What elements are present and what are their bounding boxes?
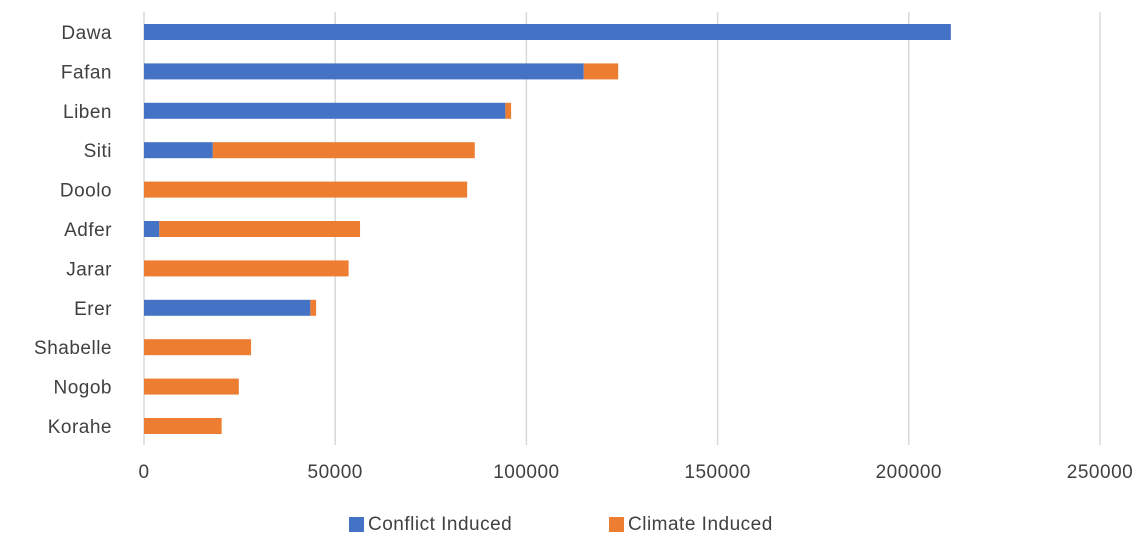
bar-siti-conflict	[144, 142, 213, 159]
bar-nogob-climate	[144, 378, 239, 395]
legend: Conflict Induced Climate Induced	[349, 514, 773, 535]
category-label-korahe: Korahe	[48, 417, 112, 438]
category-label-jarar: Jarar	[66, 259, 112, 280]
x-tick-label-2: 100000	[493, 462, 559, 483]
bars	[144, 24, 951, 434]
bar-liben-conflict	[144, 102, 506, 119]
bar-liben-climate	[505, 102, 512, 119]
category-label-nogob: Nogob	[54, 378, 113, 399]
bar-siti-climate	[212, 142, 475, 159]
legend-swatch-conflict	[349, 517, 364, 532]
bar-fafan-climate	[583, 63, 619, 80]
x-tick-label-5: 250000	[1067, 462, 1133, 483]
bar-jarar-climate	[144, 260, 349, 277]
bar-adfer-conflict	[144, 221, 160, 237]
legend-label-conflict: Conflict Induced	[368, 514, 512, 535]
legend-label-climate: Climate Induced	[628, 514, 773, 535]
x-tick-label-4: 200000	[876, 462, 942, 483]
bar-dawa-conflict	[144, 24, 951, 40]
bar-doolo-climate	[144, 181, 468, 198]
bar-fafan-conflict	[144, 63, 584, 80]
bar-adfer-climate	[159, 221, 361, 237]
category-label-doolo: Doolo	[60, 181, 112, 202]
category-label-fafan: Fafan	[61, 62, 112, 83]
category-label-erer: Erer	[74, 299, 112, 320]
gridlines	[143, 12, 1101, 445]
category-label-siti: Siti	[84, 141, 112, 162]
x-tick-label-1: 50000	[308, 462, 363, 483]
bar-shabelle-climate	[144, 339, 252, 356]
category-label-dawa: Dawa	[61, 23, 112, 44]
bar-korahe-climate	[144, 418, 222, 434]
legend-swatch-climate	[609, 517, 624, 532]
x-tick-label-0: 0	[138, 462, 149, 483]
category-label-shabelle: Shabelle	[34, 338, 112, 359]
bar-erer-climate	[310, 299, 317, 316]
category-label-liben: Liben	[63, 102, 112, 123]
bar-erer-conflict	[144, 299, 311, 316]
x-tick-label-3: 150000	[684, 462, 750, 483]
x-tick-labels: 0 50000 100000 150000 200000 250000	[138, 462, 1133, 483]
category-labels: Dawa Fafan Liben Siti Doolo Adfer Jarar Erer Sha…	[34, 23, 112, 438]
category-label-adfer: Adfer	[64, 220, 112, 241]
